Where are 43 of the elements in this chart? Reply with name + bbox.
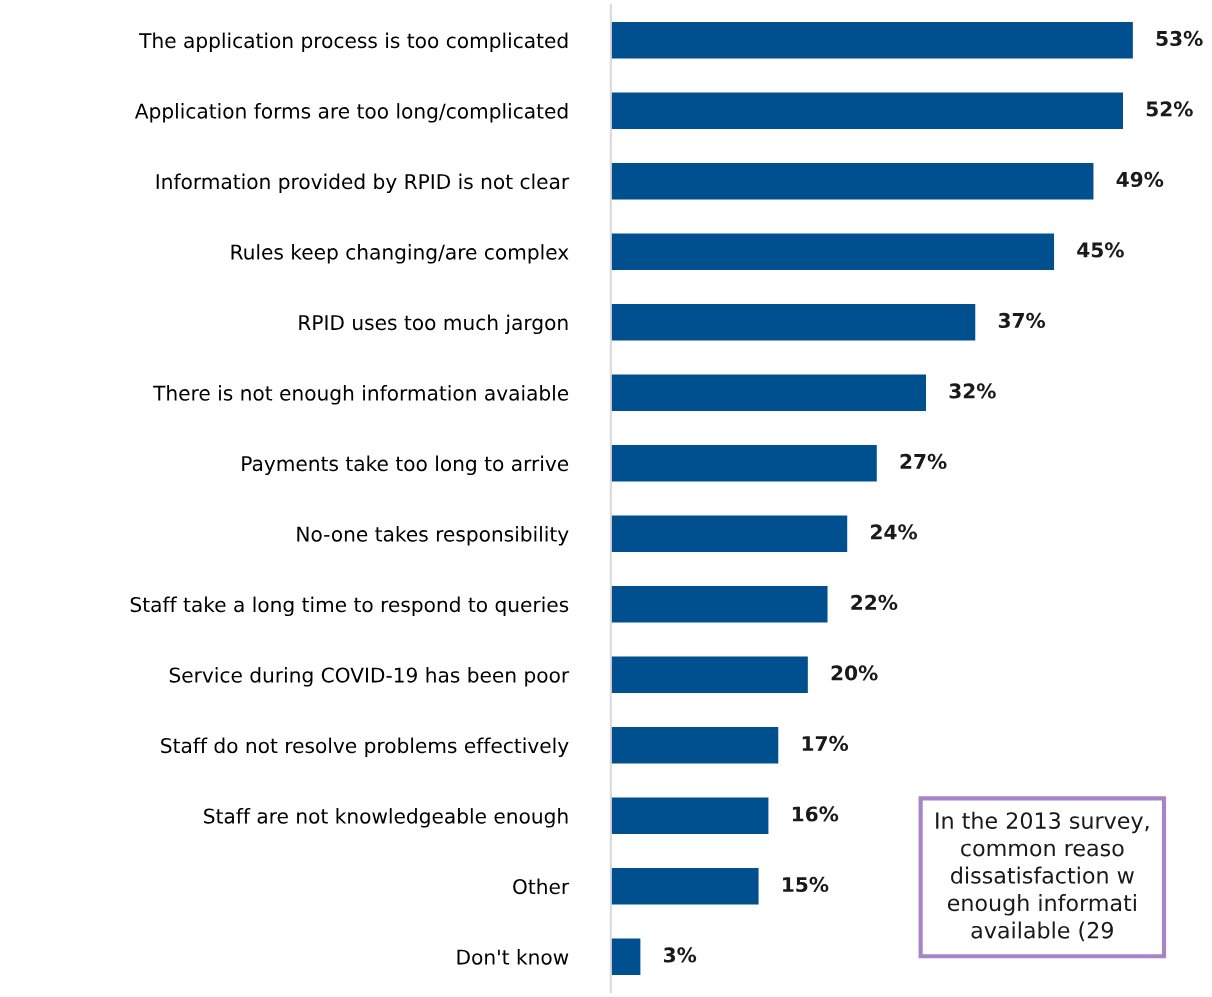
y-tick-label: Staff are not knowledgeable enough	[204, 808, 568, 828]
y-tick-label: There is not enough information avaiable	[153, 385, 569, 405]
bar	[610, 92, 1124, 130]
bar	[610, 867, 759, 905]
y-tick-label: Other	[513, 878, 570, 895]
bar	[610, 726, 779, 764]
data-label: 49%	[1116, 171, 1164, 188]
data-label: 22%	[851, 594, 898, 611]
bar	[610, 797, 769, 835]
annotation: In the 2013 survey, common reaso dissatisfaction w enough informati available (29	[936, 811, 1149, 942]
bar	[610, 21, 1133, 59]
data-label: 45%	[1077, 242, 1124, 258]
y-tick-label: Payments take too long to arrive	[242, 455, 569, 476]
data-label: 15%	[783, 876, 829, 893]
data-label: 27%	[900, 453, 947, 470]
data-label: 20%	[831, 665, 878, 681]
data-label: 16%	[792, 806, 839, 822]
bar	[610, 162, 1094, 200]
bar	[610, 515, 848, 553]
y-tick-label: Don't know	[457, 949, 569, 965]
y-tick-label: Rules keep changing/are complex	[231, 244, 569, 264]
data-label: 37%	[998, 312, 1046, 329]
data-label: 52%	[1146, 101, 1193, 117]
bar	[610, 656, 808, 694]
data-label: 53%	[1156, 30, 1203, 47]
y-tick-label: Application forms are too long/complicated	[134, 103, 568, 123]
y-tick-label: RPID uses too much jargon	[299, 314, 568, 335]
bar	[610, 585, 828, 623]
data-label: 17%	[802, 735, 849, 752]
bar	[610, 938, 641, 976]
y-tick-label: No-one takes responsibility	[297, 526, 569, 546]
y-tick-label: The application process is too complicated	[139, 32, 568, 53]
bar	[610, 374, 927, 412]
y-tick-label: Staff do not resolve problems effectively	[161, 737, 569, 758]
data-label: 24%	[871, 524, 918, 540]
bar	[610, 444, 877, 482]
bar	[610, 233, 1055, 271]
bar	[610, 303, 976, 341]
y-tick-label: Staff take a long time to respond to queries	[130, 596, 569, 617]
data-label: 3%	[663, 947, 697, 963]
data-label: 32%	[949, 383, 996, 399]
y-tick-label: Service during COVID-19 has been poor	[169, 667, 570, 687]
y-tick-label: Information provided by RPID is not clear	[156, 173, 570, 194]
